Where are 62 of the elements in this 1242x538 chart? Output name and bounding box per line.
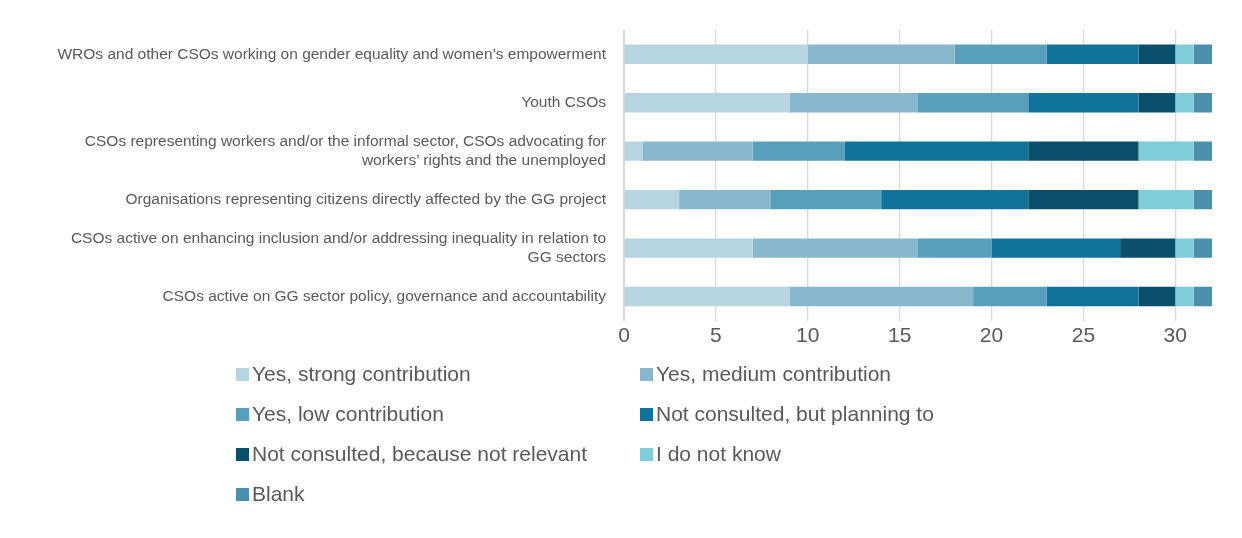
y-tick-label: CSOs representing workers and/or the informal sector, CSOs advocating for workers’ rights and the unemployed [84, 132, 606, 168]
bar [1175, 93, 1194, 113]
bar [624, 286, 790, 307]
bar [1138, 93, 1176, 113]
x-tick-label: 25 [1071, 323, 1096, 347]
bar [1175, 44, 1194, 64]
y-tick-label: Youth CSOs [521, 92, 607, 110]
bar [918, 238, 992, 258]
bar [624, 93, 790, 113]
legend-label: Not consulted, because not relevant [252, 442, 588, 466]
bar [752, 141, 845, 161]
y-tick-label: WROs and other CSOs working on gender equality and women’s empowerment [57, 44, 607, 62]
bar [1046, 286, 1139, 307]
bar [1193, 189, 1212, 210]
bar [1175, 286, 1194, 307]
bar [1193, 286, 1212, 307]
bar [789, 93, 918, 113]
bar [789, 286, 974, 307]
y-tick-label: CSOs active on GG sector policy, governance and accountability [162, 286, 607, 304]
bar [624, 189, 680, 210]
bar [642, 141, 753, 161]
bar [1028, 141, 1139, 161]
x-tick-label: 15 [887, 323, 912, 347]
x-tick-label: 0 [618, 323, 630, 347]
bar [1138, 286, 1176, 307]
bar [1193, 44, 1212, 64]
bar [679, 189, 771, 210]
bar [1046, 44, 1139, 64]
legend-label: Yes, medium contribution [656, 362, 892, 386]
bar [1028, 189, 1139, 210]
bar [1138, 141, 1194, 161]
bar [1138, 189, 1194, 210]
legend-label: Yes, low contribution [252, 402, 444, 426]
x-tick-label: 10 [796, 323, 820, 347]
bar [1193, 141, 1212, 161]
bar [771, 189, 882, 210]
bar [752, 238, 918, 258]
bar [624, 44, 808, 64]
x-tick-label: 5 [710, 323, 722, 347]
bar [844, 141, 1029, 161]
legend-label: Yes, strong contribution [252, 362, 471, 386]
legend-label: Blank [252, 482, 305, 506]
x-tick-label: 20 [979, 323, 1004, 347]
bar [807, 44, 955, 64]
bar [881, 189, 1029, 210]
bar [624, 141, 643, 161]
bar [954, 44, 1047, 64]
y-tick-label: Organisations representing citizens directly affected by the GG project [125, 189, 607, 207]
bar [624, 238, 753, 258]
bar [918, 93, 1029, 113]
bar [1028, 93, 1139, 113]
y-tick-label: CSOs active on enhancing inclusion and/or addressing inequality in relation to GG sectors [70, 229, 607, 265]
bar [1120, 238, 1176, 258]
bar [991, 238, 1121, 258]
bar [1193, 93, 1212, 113]
bar [1193, 238, 1212, 258]
legend-label: Not consulted, but planning to [656, 402, 934, 426]
bar [1175, 238, 1194, 258]
bar [1138, 44, 1176, 64]
bar [973, 286, 1047, 307]
legend-label: I do not know [656, 442, 781, 466]
x-tick-label: 30 [1163, 323, 1187, 347]
